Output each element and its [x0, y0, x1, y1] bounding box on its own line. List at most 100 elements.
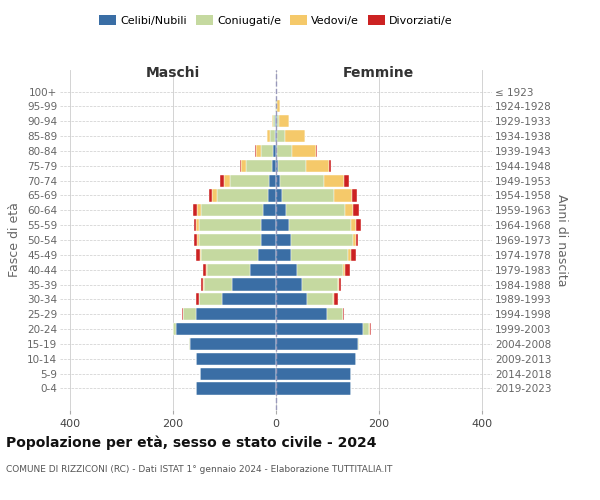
- Bar: [184, 308, 196, 320]
- Bar: [276, 219, 289, 231]
- Bar: [276, 174, 280, 186]
- Bar: [370, 323, 371, 335]
- Bar: [201, 278, 203, 290]
- Bar: [182, 308, 184, 320]
- Bar: [282, 190, 334, 202]
- Bar: [276, 204, 286, 216]
- Bar: [196, 294, 199, 306]
- Bar: [196, 249, 200, 261]
- Bar: [329, 160, 331, 172]
- Bar: [348, 249, 350, 261]
- Bar: [196, 352, 276, 365]
- Bar: [289, 219, 350, 231]
- Bar: [204, 278, 232, 290]
- Bar: [296, 264, 343, 276]
- Bar: [206, 264, 250, 276]
- Bar: [338, 278, 339, 290]
- Bar: [276, 308, 328, 320]
- Bar: [196, 308, 276, 320]
- Bar: [328, 308, 343, 320]
- Legend: Celibi/Nubili, Coniugati/e, Vedovi/e, Divorziati/e: Celibi/Nubili, Coniugati/e, Vedovi/e, Di…: [95, 10, 457, 30]
- Bar: [276, 382, 350, 394]
- Y-axis label: Anni di nascita: Anni di nascita: [555, 194, 568, 286]
- Bar: [275, 130, 276, 142]
- Bar: [356, 219, 361, 231]
- Bar: [199, 219, 260, 231]
- Bar: [194, 219, 196, 231]
- Bar: [202, 249, 258, 261]
- Bar: [339, 278, 341, 290]
- Bar: [272, 160, 276, 172]
- Bar: [350, 219, 356, 231]
- Bar: [279, 115, 289, 128]
- Bar: [200, 368, 276, 380]
- Bar: [276, 160, 278, 172]
- Bar: [276, 264, 296, 276]
- Bar: [260, 234, 276, 246]
- Bar: [258, 249, 276, 261]
- Bar: [274, 115, 275, 128]
- Bar: [230, 174, 269, 186]
- Bar: [268, 190, 276, 202]
- Bar: [277, 145, 292, 157]
- Bar: [267, 130, 270, 142]
- Bar: [334, 294, 338, 306]
- Bar: [194, 234, 197, 246]
- Bar: [260, 145, 274, 157]
- Bar: [277, 100, 280, 112]
- Bar: [270, 130, 275, 142]
- Bar: [343, 264, 346, 276]
- Bar: [276, 130, 277, 142]
- Bar: [276, 323, 364, 335]
- Bar: [307, 294, 332, 306]
- Bar: [274, 145, 276, 157]
- Bar: [307, 160, 329, 172]
- Bar: [368, 323, 370, 335]
- Bar: [263, 204, 276, 216]
- Bar: [292, 249, 348, 261]
- Bar: [190, 338, 276, 350]
- Bar: [276, 352, 356, 365]
- Bar: [358, 338, 359, 350]
- Bar: [285, 130, 305, 142]
- Bar: [196, 219, 199, 231]
- Bar: [276, 145, 277, 157]
- Bar: [302, 278, 338, 290]
- Bar: [292, 234, 353, 246]
- Bar: [356, 234, 358, 246]
- Bar: [176, 323, 276, 335]
- Text: Maschi: Maschi: [146, 66, 200, 80]
- Bar: [193, 204, 197, 216]
- Bar: [246, 160, 272, 172]
- Bar: [173, 323, 176, 335]
- Text: Femmine: Femmine: [343, 66, 415, 80]
- Bar: [188, 338, 190, 350]
- Bar: [250, 264, 276, 276]
- Bar: [280, 174, 324, 186]
- Bar: [260, 219, 276, 231]
- Text: Popolazione per età, sesso e stato civile - 2024: Popolazione per età, sesso e stato civil…: [6, 435, 377, 450]
- Bar: [209, 190, 212, 202]
- Bar: [200, 249, 202, 261]
- Bar: [272, 115, 274, 128]
- Bar: [346, 204, 353, 216]
- Bar: [222, 294, 276, 306]
- Bar: [364, 323, 368, 335]
- Bar: [220, 174, 224, 186]
- Bar: [197, 204, 202, 216]
- Bar: [352, 190, 357, 202]
- Bar: [199, 234, 260, 246]
- Bar: [316, 145, 317, 157]
- Bar: [353, 204, 359, 216]
- Bar: [276, 294, 307, 306]
- Bar: [353, 234, 356, 246]
- Bar: [196, 382, 276, 394]
- Bar: [277, 130, 285, 142]
- Bar: [278, 160, 307, 172]
- Bar: [276, 368, 350, 380]
- Bar: [241, 160, 246, 172]
- Bar: [197, 234, 199, 246]
- Bar: [224, 174, 230, 186]
- Bar: [199, 294, 222, 306]
- Bar: [217, 190, 268, 202]
